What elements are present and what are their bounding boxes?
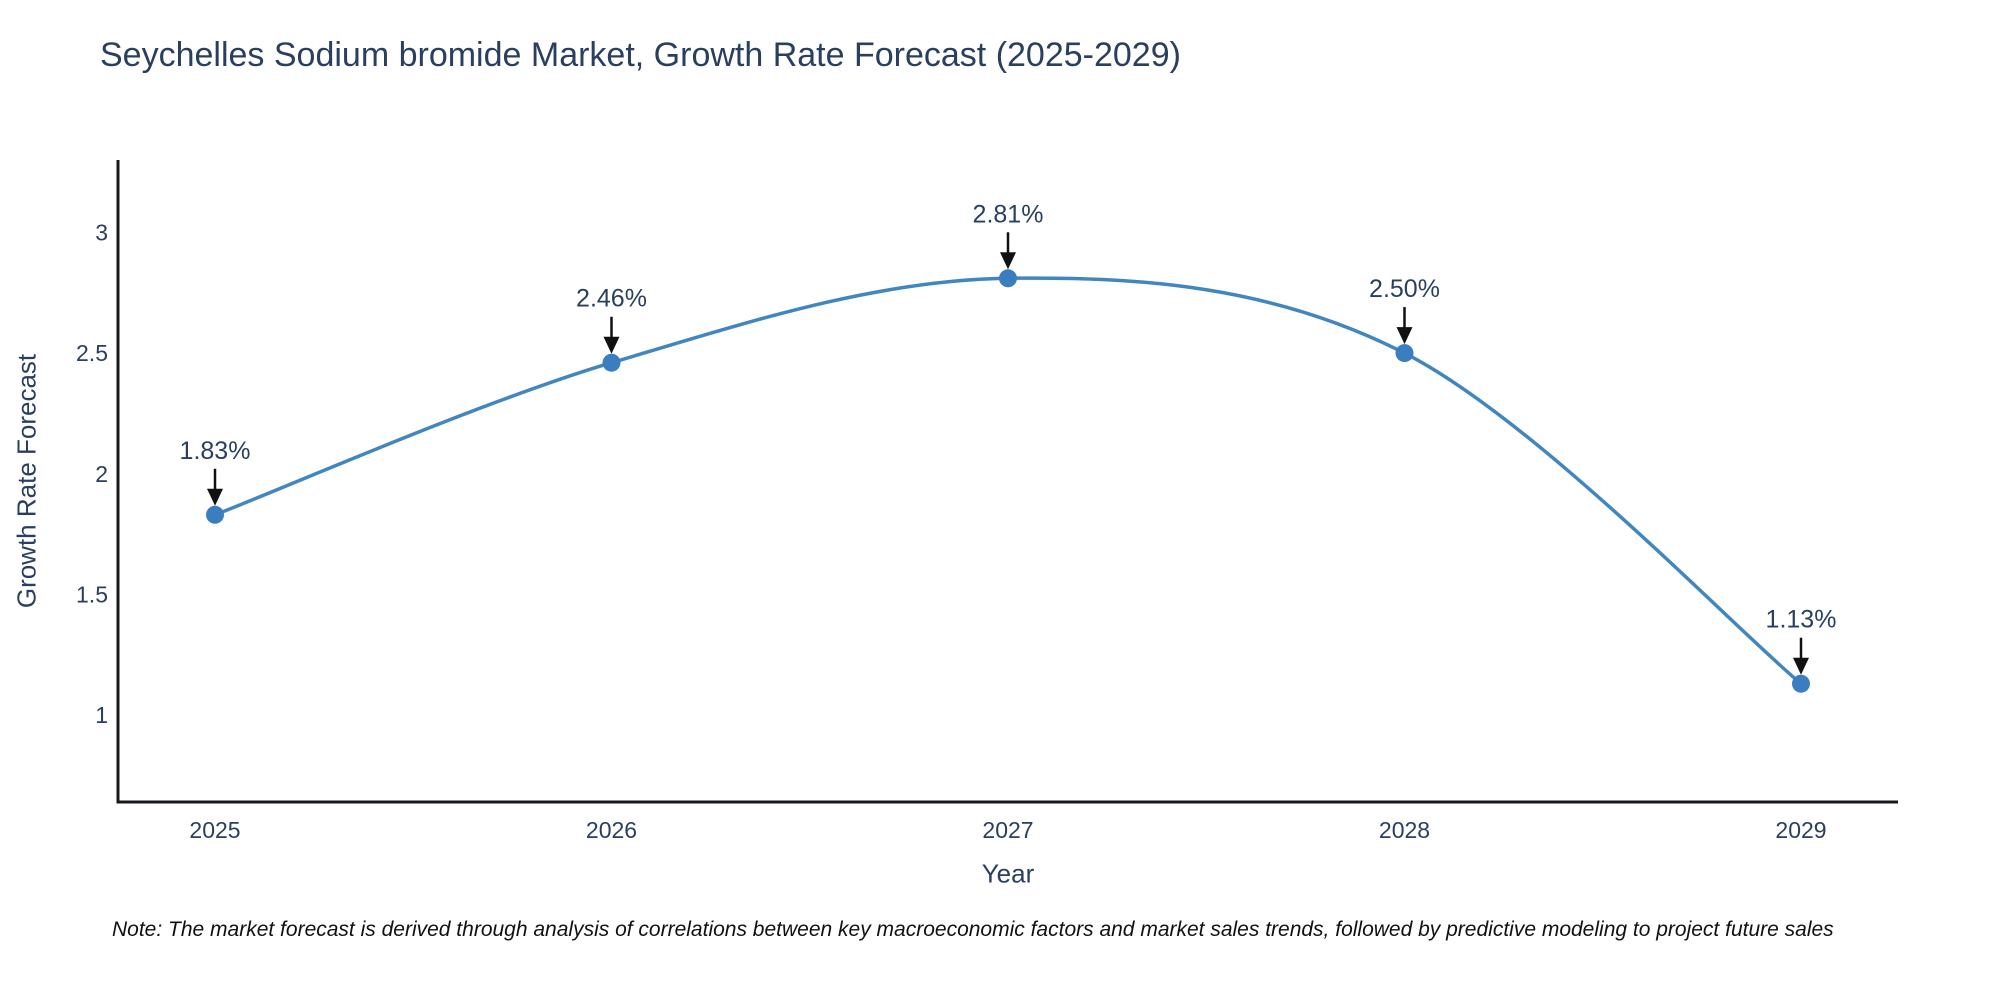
annotation-arrow-head (1000, 252, 1016, 270)
annotation-arrow-head (207, 488, 223, 506)
annotation-arrow-head (1396, 327, 1413, 345)
data-point-marker (206, 505, 224, 524)
chart-title: Seychelles Sodium bromide Market, Growth… (100, 36, 1181, 74)
x-tick-label: 2029 (1775, 817, 1826, 843)
forecast-line (213, 276, 1803, 686)
x-tick-label: 2028 (1379, 817, 1430, 843)
data-point-label: 2.81% (973, 200, 1044, 228)
footnote: Note: The market forecast is derived thr… (112, 918, 1834, 941)
data-point-marker (1395, 344, 1414, 363)
data-point-marker (1792, 674, 1810, 693)
y-tick-label: 2.5 (76, 340, 108, 366)
x-tick-label: 2025 (189, 817, 240, 843)
x-tick-label: 2026 (586, 817, 637, 843)
y-tick-label: 2 (95, 461, 108, 487)
data-point-label: 1.83% (180, 437, 251, 465)
annotation-arrow-head (603, 336, 620, 354)
data-point-label: 1.13% (1766, 606, 1837, 634)
y-tick-label: 1 (95, 702, 108, 728)
y-tick-label: 1.5 (76, 581, 108, 607)
y-tick-label: 3 (95, 219, 108, 245)
annotation-arrow-head (1793, 657, 1809, 675)
data-point-label: 2.50% (1369, 275, 1440, 303)
axis-lines (116, 160, 1898, 804)
data-point-marker (602, 353, 621, 372)
x-axis-title: Year (981, 858, 1035, 889)
data-point-label: 2.46% (576, 285, 647, 313)
data-point-marker (999, 269, 1017, 288)
x-tick-label: 2027 (982, 817, 1033, 843)
